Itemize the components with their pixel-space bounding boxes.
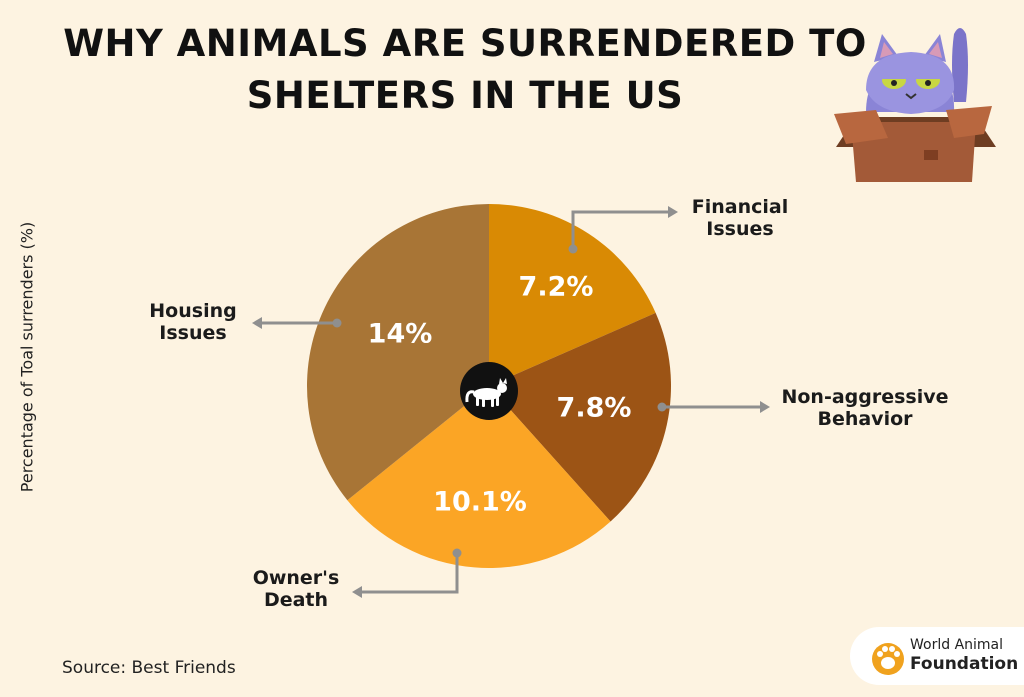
value-label-financial-issues: 7.2% — [519, 272, 594, 303]
label-housing-issues: Housing Issues — [149, 300, 237, 344]
label-financial-issues: Financial Issues — [691, 196, 789, 240]
leader-line-non-aggressive-behavior — [657, 401, 770, 413]
cat-icon — [460, 362, 518, 420]
value-label-owners-death: 10.1% — [433, 487, 527, 518]
leader-line-financial-issues — [568, 206, 678, 254]
slice-financial-issues — [489, 204, 656, 386]
paw-logo-icon — [872, 643, 904, 675]
source-note: Source: Best Friends — [62, 658, 236, 678]
brand-logo: World Animal Foundation — [850, 627, 1024, 685]
label-non-aggressive-behavior: Non-aggressive Behavior — [781, 386, 949, 430]
leader-line-owners-death — [352, 548, 462, 598]
slice-housing-issues — [307, 204, 489, 501]
value-label-housing-issues: 14% — [368, 319, 433, 350]
cat-in-box-icon — [834, 28, 996, 182]
title-line-1: WHY ANIMALS ARE SURRENDERED TO — [63, 22, 867, 65]
value-label-non-aggressive-behavior: 7.8% — [557, 393, 632, 424]
chart-title: WHY ANIMALS ARE SURRENDERED TO SHELTERS … — [40, 18, 890, 122]
slice-non-aggressive-behavior — [489, 312, 671, 522]
label-owners-death: Owner's Death — [252, 567, 340, 611]
logo-text-line-1: World Animal — [910, 637, 1004, 653]
title-line-2: SHELTERS IN THE US — [246, 74, 684, 117]
slice-owners-death — [347, 386, 611, 568]
leader-line-housing-issues — [252, 317, 342, 329]
logo-text-line-2: Foundation — [910, 654, 1019, 674]
